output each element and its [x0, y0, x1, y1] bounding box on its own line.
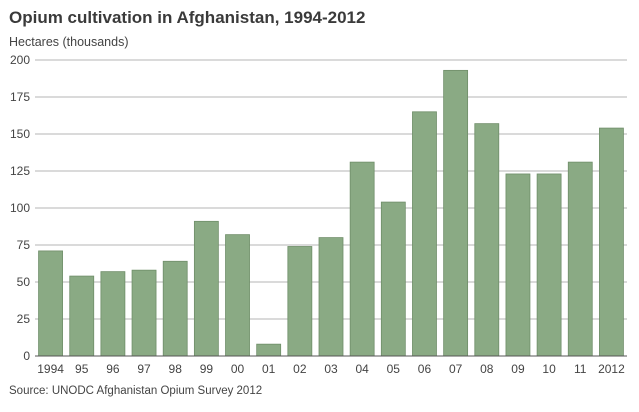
bar-03 [318, 237, 344, 357]
x-tick-label: 10 [542, 362, 556, 376]
x-tick-label: 95 [75, 362, 89, 376]
bar-98 [162, 260, 188, 357]
y-tick-label: 150 [10, 127, 30, 141]
bar-08 [474, 123, 500, 357]
x-tick-label: 2012 [598, 362, 625, 376]
y-tick-label: 125 [10, 164, 30, 178]
bar-02 [287, 246, 313, 357]
x-tick-label: 07 [449, 362, 463, 376]
bar-07 [443, 69, 469, 357]
source-note: Source: UNODC Afghanistan Opium Survey 2… [9, 385, 263, 397]
bar-06 [412, 111, 437, 357]
bar-10 [536, 173, 562, 357]
x-tick-label: 98 [169, 362, 183, 376]
x-tick-label: 02 [293, 362, 307, 376]
x-tick-label: 01 [262, 362, 276, 376]
y-tick-label: 200 [10, 53, 30, 67]
bar-2012 [599, 127, 624, 357]
y-axis-label: Hectares (thousands) [9, 35, 129, 49]
bar-00 [225, 234, 250, 357]
x-tick-label: 99 [200, 362, 214, 376]
y-tick-label: 75 [17, 238, 31, 252]
bar-09 [505, 173, 531, 357]
bar-04 [349, 161, 375, 357]
y-tick-label: 25 [17, 312, 31, 326]
y-tick-labels: 0 25 50 75 100 125 150 175 200 [10, 53, 30, 363]
x-tick-labels: 1994 95 96 97 98 99 00 01 02 03 04 05 06 07 08 09 10 11 20… [37, 362, 625, 376]
y-tick-label: 175 [10, 90, 30, 104]
bar-97 [131, 269, 157, 357]
bar-01 [256, 343, 282, 357]
x-tick-label: 97 [137, 362, 151, 376]
bars [38, 69, 624, 357]
bar-96 [100, 271, 126, 357]
bar-1994 [38, 250, 63, 357]
x-tick-label: 1994 [37, 362, 64, 376]
x-tick-label: 96 [106, 362, 120, 376]
x-tick-label: 08 [480, 362, 494, 376]
bar-05 [380, 201, 406, 357]
x-tick-label: 04 [355, 362, 369, 376]
y-tick-label: 0 [23, 349, 30, 363]
bar-99 [193, 220, 219, 357]
x-tick-label: 06 [418, 362, 432, 376]
x-tick-label: 05 [387, 362, 401, 376]
x-tick-label: 09 [511, 362, 525, 376]
bar-95 [69, 275, 95, 357]
x-tick-label: 11 [574, 362, 587, 376]
bar-11 [567, 161, 593, 357]
y-tick-label: 50 [17, 275, 31, 289]
chart-title: Opium cultivation in Afghanistan, 1994-2… [9, 8, 366, 27]
y-tick-label: 100 [10, 201, 30, 215]
x-tick-label: 00 [231, 362, 245, 376]
x-tick-label: 03 [324, 362, 338, 376]
